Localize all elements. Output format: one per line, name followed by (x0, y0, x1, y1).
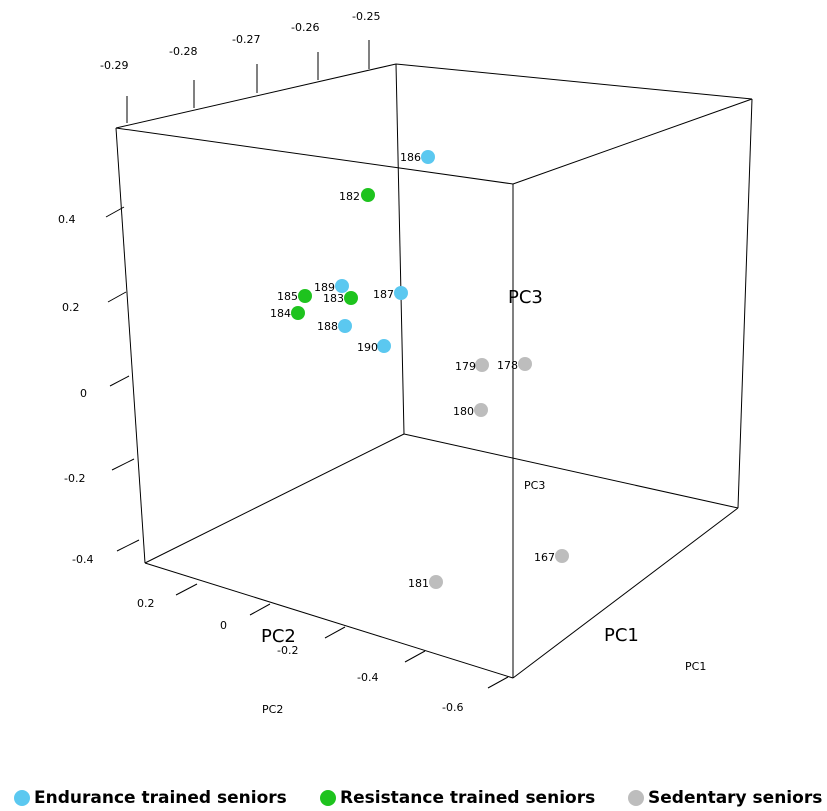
series-sedentary: 179 178 180 167 181 (408, 357, 569, 590)
box-edge (737, 98, 753, 509)
z-tick-label: 0.4 (58, 213, 76, 226)
y-tick-label: 0.2 (137, 597, 155, 610)
z-tick-mark (107, 291, 127, 303)
legend-label: Sedentary seniors (648, 788, 823, 808)
legend-swatch-endurance (14, 790, 30, 806)
data-point (344, 291, 358, 305)
box-edge (115, 127, 514, 185)
data-point (474, 403, 488, 417)
legend-item-resistance: Resistance trained seniors (320, 788, 595, 808)
point-label: 180 (453, 405, 474, 418)
point-label: 179 (455, 360, 476, 373)
z-axis-label: PC3 (524, 479, 545, 492)
legend-swatch-resistance (320, 790, 336, 806)
axis-names: PC3 PC3 PC1 PC1 PC2 PC2 (261, 287, 706, 716)
y-tick-mark (487, 676, 509, 689)
data-point (518, 357, 532, 371)
data-point (429, 575, 443, 589)
data-point (377, 339, 391, 353)
box-edge (512, 507, 739, 679)
box-edge (144, 433, 405, 564)
x-tick-label: -0.25 (352, 10, 380, 23)
y-tick-label: 0 (220, 619, 227, 632)
box-edge (115, 127, 146, 564)
x-axis-label: PC1 (685, 660, 706, 673)
y-tick-mark (175, 583, 198, 596)
data-point (361, 188, 375, 202)
bounding-box (115, 63, 753, 679)
box-edge (395, 63, 405, 435)
y-axis-title: PC2 (261, 626, 296, 647)
legend: Endurance trained seniors Resistance tra… (0, 788, 827, 810)
data-point (338, 319, 352, 333)
legend-label: Endurance trained seniors (34, 788, 287, 808)
point-label: 189 (314, 281, 335, 294)
point-label: 182 (339, 190, 360, 203)
y-axis-ticks (175, 583, 509, 689)
series-endurance: 186 189 187 188 190 (314, 150, 435, 354)
box-edge (144, 562, 514, 679)
data-point (335, 279, 349, 293)
box-edge (395, 63, 753, 100)
z-tick-label: 0 (80, 387, 87, 400)
legend-item-endurance: Endurance trained seniors (14, 788, 287, 808)
box-edge (512, 98, 753, 185)
z-tick-label: -0.2 (64, 472, 85, 485)
legend-label: Resistance trained seniors (340, 788, 596, 808)
legend-swatch-sedentary (628, 790, 644, 806)
scatter-3d-plot: -0.29 -0.28 -0.27 -0.26 -0.25 0.4 0.2 0 … (58, 10, 753, 716)
x-axis-tick-labels: -0.29 -0.28 -0.27 -0.26 -0.25 (100, 10, 380, 72)
data-point (291, 306, 305, 320)
y-tick-mark (404, 650, 426, 663)
y-tick-label: -0.4 (357, 671, 378, 684)
point-label: 185 (277, 290, 298, 303)
point-label: 187 (373, 288, 394, 301)
box-edge (403, 433, 739, 509)
point-label: 184 (270, 307, 291, 320)
x-tick-label: -0.26 (291, 21, 319, 34)
data-point (555, 549, 569, 563)
point-label: 190 (357, 341, 378, 354)
data-point (394, 286, 408, 300)
x-tick-label: -0.28 (169, 45, 197, 58)
y-tick-mark (324, 626, 346, 639)
point-label: 167 (534, 551, 555, 564)
y-axis-tick-labels: 0.2 0 -0.2 -0.4 -0.6 (137, 597, 463, 714)
z-tick-mark (109, 375, 130, 387)
z-axis-title: PC3 (508, 287, 543, 308)
z-tick-mark (116, 539, 140, 552)
x-tick-label: -0.27 (232, 33, 260, 46)
point-label: 188 (317, 320, 338, 333)
series-resistance: 182 185 183 184 (270, 188, 375, 320)
y-tick-label: -0.6 (442, 701, 463, 714)
x-axis-title: PC1 (604, 625, 639, 646)
z-tick-label: -0.4 (72, 553, 93, 566)
point-label: 183 (323, 292, 344, 305)
z-tick-label: 0.2 (62, 301, 80, 314)
box-edge (115, 63, 397, 129)
point-label: 181 (408, 577, 429, 590)
z-axis-tick-labels: 0.4 0.2 0 -0.2 -0.4 (58, 213, 93, 566)
x-axis-ticks (126, 40, 370, 123)
data-point (475, 358, 489, 372)
y-tick-label: -0.2 (277, 644, 298, 657)
y-axis-label: PC2 (262, 703, 283, 716)
data-point (298, 289, 312, 303)
z-tick-mark (105, 206, 125, 218)
z-tick-mark (111, 458, 135, 471)
data-point (421, 150, 435, 164)
legend-item-sedentary: Sedentary seniors (628, 788, 822, 808)
point-label: 178 (497, 359, 518, 372)
x-tick-label: -0.29 (100, 59, 128, 72)
y-tick-mark (249, 603, 271, 616)
z-axis-ticks (105, 206, 140, 552)
point-label: 186 (400, 151, 421, 164)
